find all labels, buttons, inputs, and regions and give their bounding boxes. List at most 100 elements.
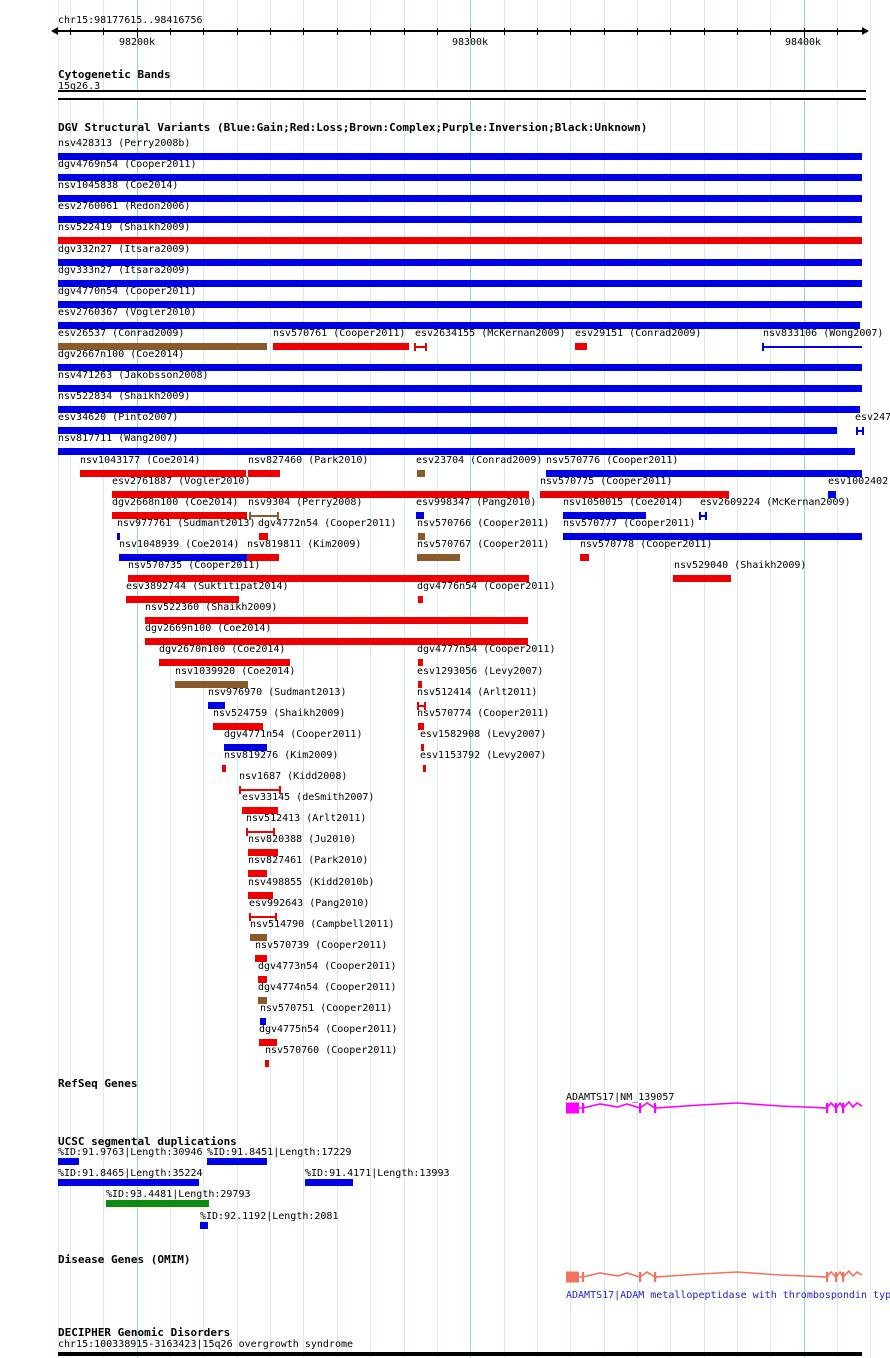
- omim-gene-glyph[interactable]: [558, 1269, 870, 1285]
- variant-nsv570778-label[interactable]: nsv570778 (Cooper2011): [580, 539, 713, 550]
- variant-nsv522834-label[interactable]: nsv522834 (Shaikh2009): [58, 391, 191, 402]
- variant-esv2634155-label[interactable]: esv2634155 (McKernan2009): [415, 328, 566, 339]
- variant-nsv524759-glyph[interactable]: [213, 723, 263, 730]
- variant-nsv570776-label[interactable]: nsv570776 (Cooper2011): [546, 455, 679, 466]
- variant-esv2760367-glyph[interactable]: [58, 322, 860, 329]
- segdup-item-glyph[interactable]: [207, 1158, 267, 1165]
- variant-nsv522834-glyph[interactable]: [58, 406, 860, 413]
- decipher-region-bar[interactable]: [58, 1352, 862, 1356]
- variant-nsv1687-label[interactable]: nsv1687 (Kidd2008): [239, 771, 348, 782]
- variant-esv23704-glyph[interactable]: [417, 470, 425, 477]
- variant-dgv332n27-label[interactable]: dgv332n27 (Itsara2009): [58, 244, 191, 255]
- variant-dgv4769n54-label[interactable]: dgv4769n54 (Cooper2011): [58, 159, 197, 170]
- variant-esv1002402-glyph[interactable]: [828, 491, 836, 498]
- variant-esv33145-label[interactable]: esv33145 (deSmith2007): [242, 792, 375, 803]
- variant-dgv4771n54-glyph[interactable]: [224, 744, 267, 751]
- variant-nsv827460-label[interactable]: nsv827460 (Park2010): [248, 455, 369, 466]
- variant-dgv4770n54-glyph[interactable]: [58, 301, 862, 308]
- variant-esv2760061-label[interactable]: esv2760061 (Redon2006): [58, 201, 191, 212]
- refseq-gene-label[interactable]: ADAMTS17|NM_139057: [566, 1092, 675, 1103]
- variant-nsv1048939-label[interactable]: nsv1048939 (Coe2014): [119, 539, 240, 550]
- variant-esv3892744-label[interactable]: esv3892744 (Suktitipat2014): [126, 581, 289, 592]
- segdup-item-glyph[interactable]: [305, 1179, 353, 1186]
- variant-esv247-glyph[interactable]: [856, 427, 864, 435]
- variant-nsv977761-glyph[interactable]: [117, 533, 120, 540]
- variant-nsv819276-label[interactable]: nsv819276 (Kim2009): [224, 750, 339, 761]
- variant-esv34620-label[interactable]: esv34620 (Pinto2007): [58, 412, 179, 423]
- variant-nsv570761-label[interactable]: nsv570761 (Cooper2011): [273, 328, 406, 339]
- variant-esv2761887-label[interactable]: esv2761887 (Vogler2010): [112, 476, 251, 487]
- variant-nsv570775-label[interactable]: nsv570775 (Cooper2011): [540, 476, 673, 487]
- variant-dgv4772n54-glyph[interactable]: [259, 533, 268, 540]
- variant-esv247-label[interactable]: esv247: [855, 412, 890, 423]
- segdup-item-label[interactable]: %ID:91.8451|Length:17229: [207, 1147, 352, 1158]
- variant-nsv570766-glyph[interactable]: [418, 533, 425, 540]
- variant-esv23704-label[interactable]: esv23704 (Conrad2009): [416, 455, 543, 466]
- decipher-region-label[interactable]: chr15:100338915-3163423|15q26 overgrowth…: [58, 1339, 354, 1350]
- variant-nsv1039920-glyph[interactable]: [175, 681, 248, 688]
- variant-nsv512414-label[interactable]: nsv512414 (Arlt2011): [417, 687, 538, 698]
- variant-esv29151-label[interactable]: esv29151 (Conrad2009): [575, 328, 702, 339]
- variant-nsv1045838-label[interactable]: nsv1045838 (Coe2014): [58, 180, 179, 191]
- variant-esv1293056-label[interactable]: esv1293056 (Levy2007): [417, 666, 544, 677]
- variant-nsv522360-glyph[interactable]: [145, 617, 528, 624]
- variant-nsv819811-label[interactable]: nsv819811 (Kim2009): [247, 539, 362, 550]
- variant-esv992643-label[interactable]: esv992643 (Pang2010): [249, 898, 370, 909]
- variant-esv3892744-glyph[interactable]: [126, 596, 239, 603]
- variant-dgv2669n100-glyph[interactable]: [145, 638, 528, 645]
- variant-esv992643-glyph[interactable]: [249, 913, 277, 921]
- variant-esv1153792-glyph[interactable]: [423, 765, 426, 772]
- variant-nsv524759-label[interactable]: nsv524759 (Shaikh2009): [213, 708, 346, 719]
- variant-nsv1045838-glyph[interactable]: [58, 195, 862, 202]
- variant-dgv4776n54-label[interactable]: dgv4776n54 (Cooper2011): [417, 581, 556, 592]
- variant-dgv2670n100-label[interactable]: dgv2670n100 (Coe2014): [159, 644, 286, 655]
- variant-esv1002402-label[interactable]: esv1002402: [828, 476, 889, 487]
- variant-esv1153792-label[interactable]: esv1153792 (Levy2007): [420, 750, 547, 761]
- variant-nsv819811-glyph[interactable]: [247, 554, 279, 561]
- variant-dgv4770n54-label[interactable]: dgv4770n54 (Cooper2011): [58, 286, 197, 297]
- variant-dgv2668n100-glyph[interactable]: [112, 512, 247, 519]
- variant-esv34620-glyph[interactable]: [58, 427, 837, 434]
- variant-dgv333n27-glyph[interactable]: [58, 280, 862, 287]
- variant-dgv4774n54-label[interactable]: dgv4774n54 (Cooper2011): [258, 982, 397, 993]
- variant-nsv471263-glyph[interactable]: [58, 385, 862, 392]
- variant-esv1582908-label[interactable]: esv1582908 (Levy2007): [420, 729, 547, 740]
- variant-nsv498855-label[interactable]: nsv498855 (Kidd2010b): [248, 877, 375, 888]
- variant-dgv333n27-label[interactable]: dgv333n27 (Itsara2009): [58, 265, 191, 276]
- variant-esv2760367-label[interactable]: esv2760367 (Vogler2010): [58, 307, 197, 318]
- variant-nsv819276-glyph[interactable]: [222, 765, 226, 772]
- variant-nsv820388-glyph[interactable]: [248, 849, 278, 856]
- variant-dgv2670n100-glyph[interactable]: [159, 659, 290, 666]
- variant-nsv522419-label[interactable]: nsv522419 (Shaikh2009): [58, 222, 191, 233]
- variant-nsv1043177-glyph[interactable]: [80, 470, 246, 477]
- segdup-item-label[interactable]: %ID:91.4171|Length:13993: [305, 1168, 450, 1179]
- segdup-item-glyph[interactable]: [58, 1179, 199, 1186]
- segdup-item-label[interactable]: %ID:91.9763|Length:30946: [58, 1147, 203, 1158]
- cytoband-label[interactable]: 15q26.3: [58, 81, 101, 92]
- variant-esv2609224-label[interactable]: esv2609224 (McKernan2009): [700, 497, 851, 508]
- variant-dgv4777n54-label[interactable]: dgv4777n54 (Cooper2011): [417, 644, 556, 655]
- refseq-gene-glyph[interactable]: [558, 1100, 870, 1116]
- omim-gene-label[interactable]: ADAMTS17|ADAM metallopeptidase with thro…: [566, 1290, 890, 1301]
- variant-nsv820388-label[interactable]: nsv820388 (Ju2010): [248, 834, 357, 845]
- variant-nsv817711-glyph[interactable]: [58, 448, 855, 455]
- variant-dgv4775n54-glyph[interactable]: [259, 1039, 277, 1046]
- variant-esv33145-glyph[interactable]: [242, 807, 278, 814]
- variant-nsv570735-label[interactable]: nsv570735 (Cooper2011): [128, 560, 261, 571]
- variant-nsv570774-glyph[interactable]: [418, 723, 424, 730]
- variant-nsv498855-glyph[interactable]: [248, 892, 273, 899]
- variant-dgv4773n54-label[interactable]: dgv4773n54 (Cooper2011): [258, 961, 397, 972]
- variant-nsv833106-glyph[interactable]: [762, 343, 862, 351]
- variant-dgv4774n54-glyph[interactable]: [258, 997, 267, 1004]
- variant-nsv570775-glyph[interactable]: [540, 491, 729, 498]
- variant-nsv570776-glyph[interactable]: [546, 470, 862, 477]
- variant-nsv570739-glyph[interactable]: [255, 955, 267, 962]
- variant-nsv570777-glyph[interactable]: [563, 533, 862, 540]
- variant-dgv4777n54-glyph[interactable]: [418, 659, 423, 666]
- variant-dgv2668n100-label[interactable]: dgv2668n100 (Coe2014): [112, 497, 239, 508]
- variant-nsv833106-label[interactable]: nsv833106 (Wong2007): [763, 328, 884, 339]
- variant-nsv570751-glyph[interactable]: [260, 1018, 266, 1025]
- segdup-item-glyph[interactable]: [58, 1158, 79, 1165]
- variant-nsv428313-glyph[interactable]: [58, 153, 862, 160]
- variant-nsv817711-label[interactable]: nsv817711 (Wang2007): [58, 433, 179, 444]
